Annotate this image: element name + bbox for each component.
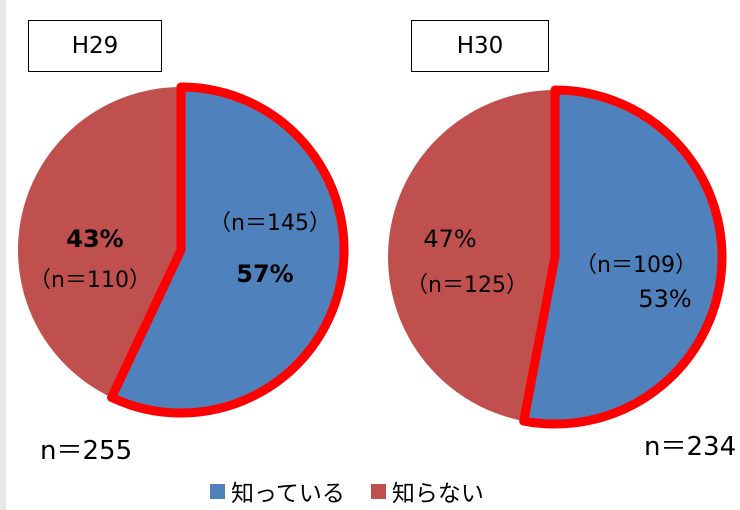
count-label-h30-unknown: （n＝125） (406, 273, 528, 298)
left-edge (0, 0, 6, 510)
pie-slice-h30-known (523, 90, 723, 425)
percent-label-h29-unknown: 43% (66, 225, 123, 253)
pie-slice-h29-known (111, 87, 344, 413)
chart-title-h29: H29 (28, 20, 162, 72)
sample-size-h30: n＝234 (644, 432, 737, 462)
pie-chart-h29: 57% （n＝145） 43% （n＝110） (17, 82, 349, 418)
count-label-h29-unknown: （n＝110） (29, 268, 151, 293)
percent-label-h30-known: 53% (638, 285, 691, 313)
legend-item-unknown: 知らない (370, 474, 484, 508)
chart-title-h30: H30 (411, 20, 549, 72)
highlight-outline-h29 (107, 82, 349, 418)
pie-chart-h30: 53% （n＝109） 47% （n＝125） (388, 85, 727, 429)
percent-label-h29-known: 57% (236, 260, 293, 288)
legend-swatch-unknown (370, 483, 386, 499)
highlight-outline-h30 (519, 85, 727, 429)
sample-size-h29: n＝255 (40, 436, 133, 466)
legend-label-known: 知っている (231, 481, 345, 507)
legend-item-known: 知っている (210, 474, 345, 508)
pie-slice-h29-unknown (17, 86, 181, 398)
count-label-h30-known: （n＝109） (575, 253, 697, 278)
legend: 知っている 知らない (210, 474, 484, 508)
count-label-h29-known: （n＝145） (209, 211, 331, 236)
percent-label-h30-unknown: 47% (423, 225, 476, 253)
pie-slice-h30-unknown (388, 90, 555, 422)
legend-swatch-known (210, 483, 225, 499)
legend-label-unknown: 知らない (391, 481, 484, 507)
